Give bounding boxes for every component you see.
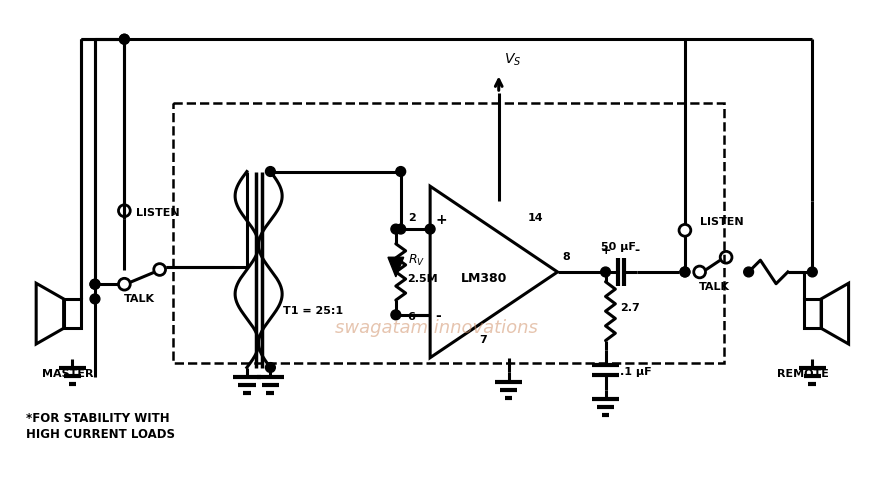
- Circle shape: [808, 267, 817, 277]
- Circle shape: [265, 363, 275, 372]
- Circle shape: [744, 267, 753, 277]
- Text: .1 µF: .1 µF: [620, 367, 652, 377]
- Bar: [174, 103, 724, 363]
- Circle shape: [120, 34, 129, 44]
- Text: T1 = 25:1: T1 = 25:1: [283, 305, 343, 316]
- Text: swagatam innovations: swagatam innovations: [334, 319, 538, 337]
- Text: TALK: TALK: [124, 294, 155, 304]
- Text: -: -: [635, 245, 639, 257]
- Circle shape: [601, 267, 610, 277]
- Bar: [64, 299, 81, 328]
- Text: 2.5M: 2.5M: [408, 274, 438, 284]
- Circle shape: [391, 310, 401, 320]
- Circle shape: [90, 279, 100, 289]
- Circle shape: [391, 224, 401, 234]
- Text: LM380: LM380: [461, 272, 507, 285]
- Polygon shape: [388, 257, 403, 277]
- Text: TALK: TALK: [698, 282, 730, 292]
- Text: +: +: [601, 245, 611, 257]
- Text: LISTEN: LISTEN: [136, 208, 180, 218]
- Text: *FOR STABILITY WITH
HIGH CURRENT LOADS: *FOR STABILITY WITH HIGH CURRENT LOADS: [26, 411, 175, 440]
- Text: 6: 6: [408, 312, 416, 322]
- Text: +: +: [435, 213, 447, 227]
- Circle shape: [90, 279, 100, 289]
- Circle shape: [425, 224, 435, 234]
- Circle shape: [120, 34, 129, 44]
- Text: -: -: [435, 309, 441, 323]
- Text: MASTER: MASTER: [42, 369, 93, 380]
- Text: 7: 7: [479, 335, 487, 345]
- Circle shape: [680, 267, 690, 277]
- Text: REMOTE: REMOTE: [777, 369, 828, 380]
- Text: 14: 14: [528, 213, 544, 222]
- Text: 2: 2: [408, 213, 416, 223]
- Text: LISTEN: LISTEN: [699, 218, 743, 227]
- Circle shape: [680, 267, 690, 277]
- Circle shape: [395, 224, 406, 234]
- Circle shape: [395, 166, 406, 176]
- Text: $V_S$: $V_S$: [504, 52, 521, 68]
- Text: 50 µF: 50 µF: [601, 243, 636, 252]
- Bar: [803, 299, 821, 328]
- Circle shape: [90, 294, 100, 304]
- Text: 2.7: 2.7: [620, 303, 640, 313]
- Text: 8: 8: [562, 252, 570, 262]
- Text: $R_V$: $R_V$: [408, 253, 425, 268]
- Circle shape: [265, 166, 275, 176]
